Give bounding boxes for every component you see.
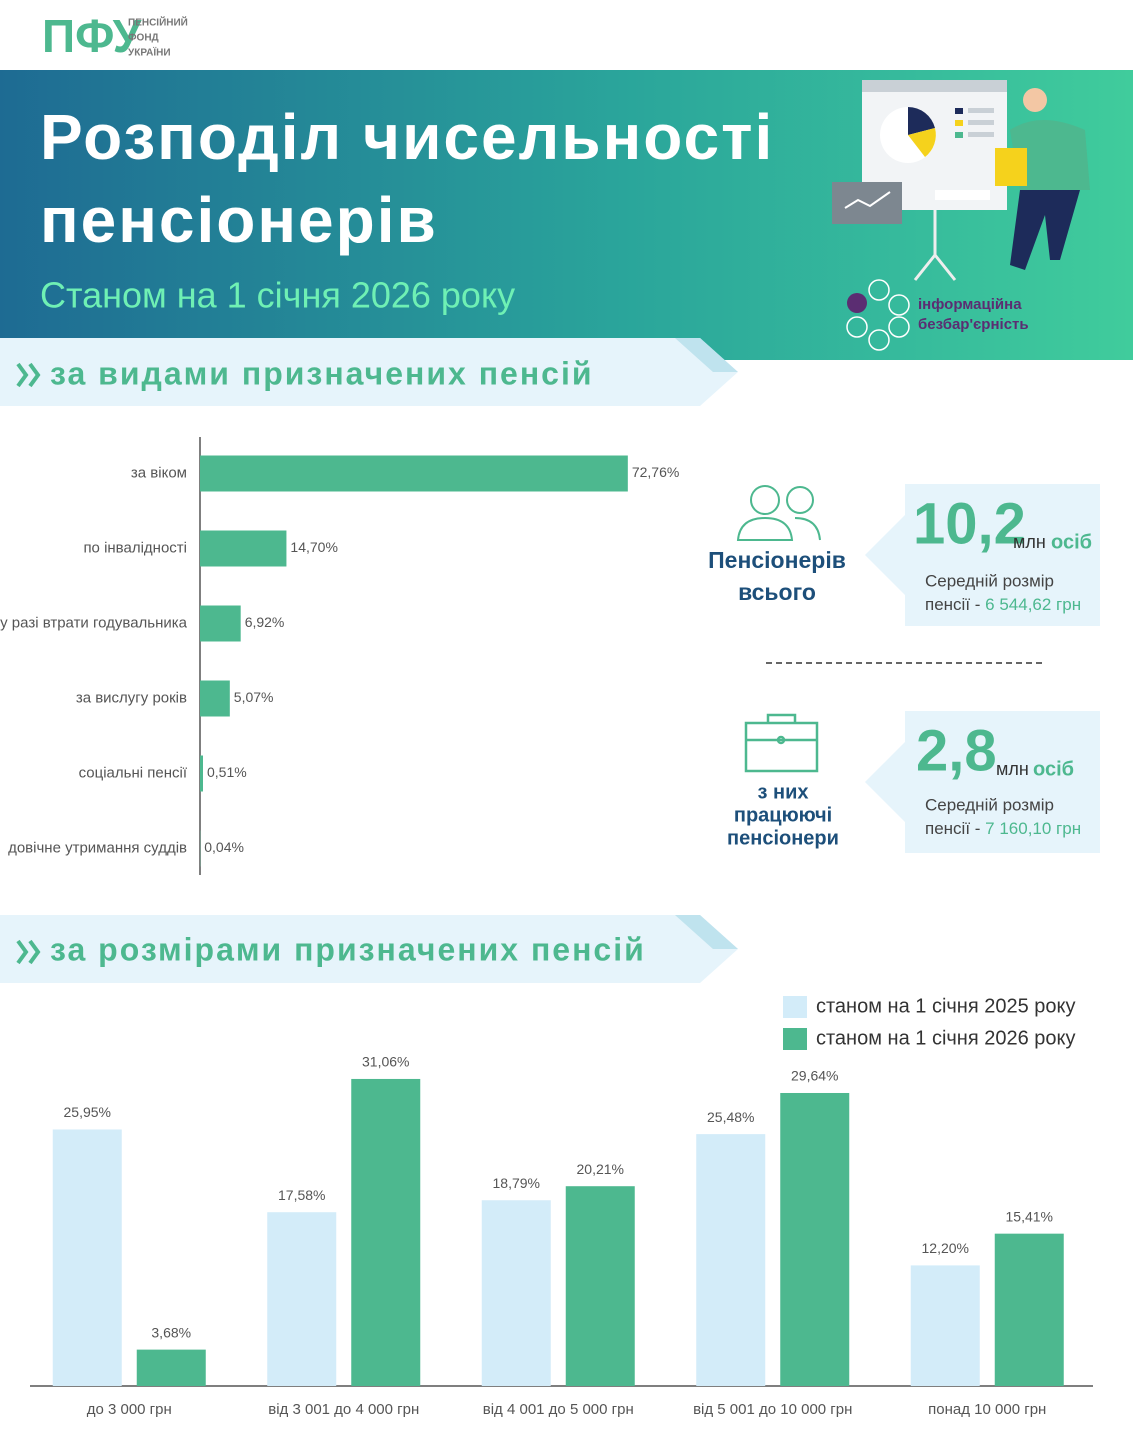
briefcase-icon: [746, 715, 817, 771]
badge: інформаційна: [918, 296, 1022, 313]
y-tick-label: за віком: [131, 464, 187, 481]
logo-text: ПЕНСІЙНИЙ: [128, 16, 188, 29]
x-tick-label: до 3 000 грн: [87, 1401, 172, 1418]
x-tick-label: понад 10 000 грн: [928, 1401, 1046, 1418]
value-label: 17,58%: [278, 1187, 325, 1203]
y-tick-label: у разі втрати годувальника: [0, 614, 188, 631]
bar: [137, 1350, 206, 1386]
value-label: 18,79%: [493, 1175, 540, 1191]
value-label: 0,04%: [204, 839, 244, 855]
bar: [780, 1093, 849, 1386]
avg-label: Середній розмір: [925, 571, 1054, 590]
x-tick-label: від 5 001 до 10 000 грн: [693, 1401, 852, 1418]
stat-label: з них: [758, 781, 809, 803]
bar: [53, 1129, 122, 1386]
section-title: за видами призначених пенсій: [50, 355, 594, 391]
bar: [200, 756, 203, 792]
stat-unit: млн: [996, 759, 1029, 779]
legend-label: станом на 1 січня 2025 року: [816, 995, 1076, 1017]
stat-label: Пенсіонерів: [708, 547, 846, 573]
y-tick-label: соціальні пенсії: [79, 764, 188, 781]
stat-people: осіб: [1051, 531, 1092, 553]
title: пенсіонерів: [40, 184, 438, 256]
legend-label: станом на 1 січня 2026 року: [816, 1027, 1076, 1049]
logo-text: УКРАЇНИ: [128, 46, 171, 59]
section-title: за розмірами призначених пенсій: [50, 931, 646, 967]
value-label: 31,06%: [362, 1054, 409, 1070]
y-tick-label: по інвалідності: [83, 539, 187, 556]
stat-value: 2,8: [916, 718, 997, 783]
value-label: 3,68%: [151, 1324, 191, 1340]
title: Розподіл чисельності: [40, 101, 774, 173]
value-label: 14,70%: [290, 539, 337, 555]
logo-text: ФОНД: [128, 33, 159, 44]
bar: [200, 606, 241, 642]
avg-label: Середній розмір: [925, 795, 1054, 814]
value-label: 72,76%: [632, 464, 679, 480]
badge: безбар'єрність: [918, 316, 1029, 333]
value-label: 25,95%: [64, 1104, 111, 1120]
bar: [911, 1265, 980, 1386]
avg-label: пенсії - 7 160,10 грн: [925, 819, 1081, 838]
value-label: 6,92%: [245, 614, 285, 630]
y-tick-label: за вислугу років: [76, 689, 187, 706]
bar: [351, 1079, 420, 1386]
bar: [200, 681, 230, 717]
stat-label: всього: [738, 579, 816, 605]
bar: [566, 1186, 635, 1386]
bar: [200, 531, 286, 567]
avg-label: пенсії - 6 544,62 грн: [925, 595, 1081, 614]
subtitle: Станом на 1 січня 2026 року: [40, 275, 515, 316]
bar: [267, 1212, 336, 1386]
stat-unit: млн: [1013, 532, 1046, 552]
value-label: 5,07%: [234, 689, 274, 705]
value-label: 29,64%: [791, 1068, 838, 1084]
stat-value: 10,2: [913, 491, 1026, 556]
bar: [696, 1134, 765, 1386]
value-label: 15,41%: [1006, 1208, 1053, 1224]
bar: [482, 1200, 551, 1386]
value-label: 0,51%: [207, 764, 247, 780]
people-icon: [738, 486, 820, 540]
legend-swatch: [783, 996, 807, 1018]
x-tick-label: від 4 001 до 5 000 грн: [483, 1401, 634, 1418]
y-tick-label: довічне утримання суддів: [8, 839, 187, 856]
value-label: 20,21%: [577, 1161, 624, 1177]
value-label: 25,48%: [707, 1109, 754, 1125]
stat-label: працюючі: [734, 804, 832, 826]
legend-swatch: [783, 1028, 807, 1050]
bar: [200, 456, 628, 492]
bar: [995, 1234, 1064, 1386]
stat-people: осіб: [1033, 758, 1074, 780]
stat-label: пенсіонери: [727, 827, 839, 849]
value-label: 12,20%: [922, 1240, 969, 1256]
x-tick-label: від 3 001 до 4 000 грн: [268, 1401, 419, 1418]
